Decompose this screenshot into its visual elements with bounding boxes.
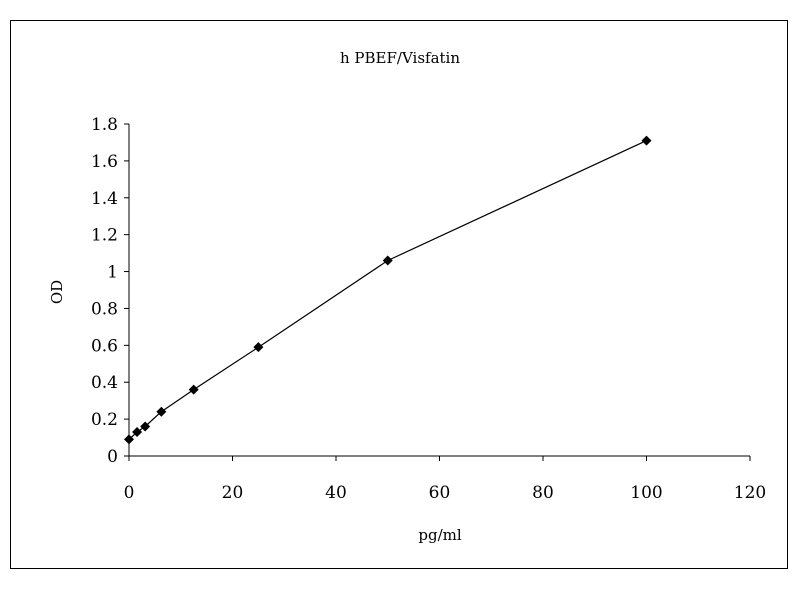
data-point (124, 434, 134, 445)
x-tick-label: 80 (532, 483, 554, 503)
series-line (128, 140, 647, 440)
x-tick-label: 60 (429, 483, 451, 503)
data-point (140, 421, 151, 432)
axes: 0 0.2 0.4 0.6 0.8 1 1.2 1.4 1.6 1.8 0 20 40 60 80 100 12… (91, 115, 766, 503)
data-point (132, 427, 143, 438)
x-axis-label: pg/ml (418, 526, 461, 544)
plot-area (124, 135, 652, 445)
x-tick-label: 0 (124, 483, 135, 503)
y-tick-label: 0 (107, 447, 118, 467)
x-tick-label: 20 (222, 483, 244, 503)
y-axis-label: OD (48, 280, 66, 304)
data-point (641, 135, 652, 146)
data-point (188, 384, 199, 395)
x-tick-label: 100 (630, 483, 662, 503)
chart-title: h PBEF/Visfatin (340, 49, 460, 67)
data-point (382, 255, 393, 266)
y-tick-label: 0.2 (91, 410, 118, 430)
y-tick-label: 1.2 (91, 226, 118, 246)
y-tick-label: 0.6 (91, 336, 118, 356)
x-tick-label: 40 (325, 483, 347, 503)
data-point (253, 342, 264, 353)
y-tick-label: 0.4 (91, 373, 118, 393)
y-tick-label: 1.8 (91, 115, 118, 135)
x-tick-label: 120 (734, 483, 766, 503)
chart-frame (10, 20, 788, 569)
data-point (156, 406, 167, 417)
y-tick-label: 1.6 (91, 152, 118, 172)
y-tick-label: 1.4 (91, 189, 118, 209)
y-tick-label: 1 (107, 263, 118, 283)
y-tick-label: 0.8 (91, 299, 118, 319)
